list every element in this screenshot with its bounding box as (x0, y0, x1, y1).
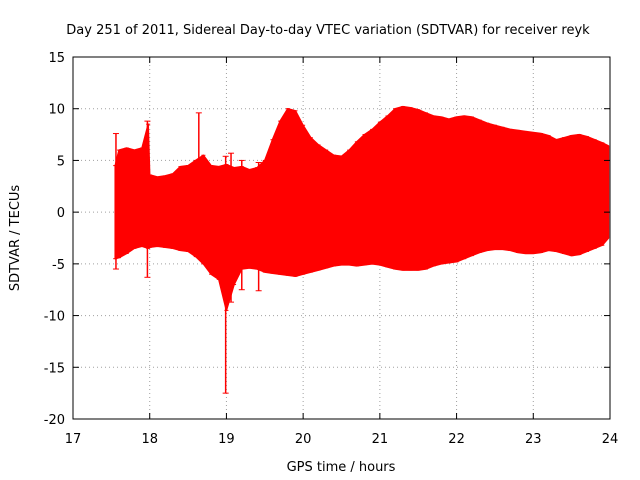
y-tick-label: 0 (57, 206, 65, 221)
x-tick-label: 23 (525, 432, 542, 447)
y-tick-label: 15 (48, 51, 65, 66)
y-tick-label: -10 (44, 310, 65, 325)
y-tick-labels: 15 10 5 0 -5 -10 -15 -20 (44, 51, 65, 428)
y-tick-label: -5 (52, 258, 65, 273)
y-tick-label: 10 (48, 103, 65, 118)
x-tick-label: 22 (448, 432, 465, 447)
x-axis-label: GPS time / hours (287, 460, 396, 475)
x-tick-label: 24 (602, 432, 619, 447)
x-tick-label: 17 (65, 432, 82, 447)
x-tick-label: 18 (141, 432, 158, 447)
y-tick-label: -20 (44, 413, 65, 428)
y-tick-label: 5 (57, 154, 65, 169)
x-tick-label: 20 (295, 432, 312, 447)
x-tick-labels: 17 18 19 20 21 22 23 24 (65, 432, 619, 447)
x-tick-label: 19 (218, 432, 235, 447)
sdtvar-band (114, 105, 610, 312)
chart-title: Day 251 of 2011, Sidereal Day-to-day VTE… (66, 23, 590, 38)
plot-frame (72, 56, 611, 420)
y-axis-label: SDTVAR / TECUs (8, 185, 23, 292)
x-tick-label: 21 (372, 432, 389, 447)
axis-ticks (72, 56, 611, 420)
y-tick-label: -15 (44, 361, 65, 376)
data-layer (112, 105, 610, 394)
